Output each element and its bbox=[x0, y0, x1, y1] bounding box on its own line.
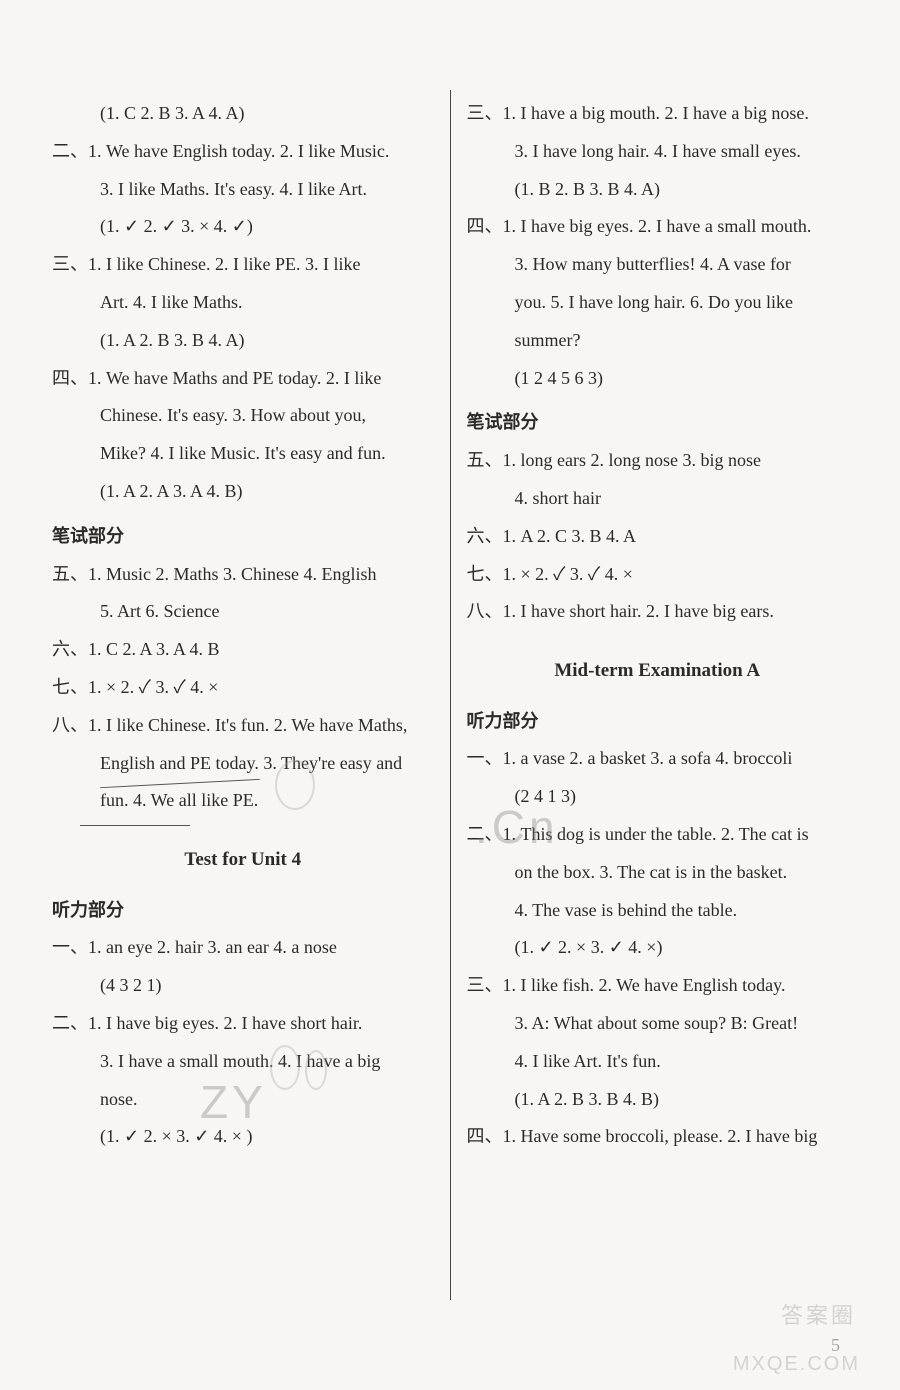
section-7-line: 七、1. × 2. ✓ 3. ✓ 4. × bbox=[52, 673, 434, 702]
section-7-line: 七、1. × 2. ✓ 3. ✓ 4. × bbox=[466, 560, 848, 589]
footer-watermark: 答案圈 bbox=[781, 1298, 856, 1330]
section-4-line: summer? bbox=[466, 326, 848, 355]
section-4-line: you. 5. I have long hair. 6. Do you like bbox=[466, 288, 848, 317]
answer-line: (1. ✓ 2. × 3. ✓ 4. ×) bbox=[466, 933, 848, 962]
section-4-line: 3. How many butterflies! 4. A vase for bbox=[466, 250, 848, 279]
section-5-line: 五、1. long ears 2. long nose 3. big nose bbox=[466, 446, 848, 475]
section-4-line: Chinese. It's easy. 3. How about you, bbox=[52, 401, 434, 430]
section-8-line: fun. 4. We all like PE. bbox=[52, 786, 434, 815]
watermark-shape bbox=[305, 1050, 327, 1090]
section-3-line: 三、1. I like fish. 2. We have English tod… bbox=[466, 971, 848, 1000]
section-6-line: 六、1. C 2. A 3. A 4. B bbox=[52, 635, 434, 664]
answer-line: (1 2 4 5 6 3) bbox=[466, 364, 848, 393]
section-2-line: 3. I like Maths. It's easy. 4. I like Ar… bbox=[52, 175, 434, 204]
section-4-line: 四、1. I have big eyes. 2. I have a small … bbox=[466, 212, 848, 241]
section-4-line: Mike? 4. I like Music. It's easy and fun… bbox=[52, 439, 434, 468]
strikethrough-mark bbox=[80, 825, 190, 826]
section-4-line: 四、1. Have some broccoli, please. 2. I ha… bbox=[466, 1122, 848, 1151]
answer-line: (1. B 2. B 3. B 4. A) bbox=[466, 175, 848, 204]
section-5-line: 五、1. Music 2. Maths 3. Chinese 4. Englis… bbox=[52, 560, 434, 589]
answer-line: (4 3 2 1) bbox=[52, 971, 434, 1000]
section-1-line: 一、1. a vase 2. a basket 3. a sofa 4. bro… bbox=[466, 744, 848, 773]
written-section-heading: 笔试部分 bbox=[466, 408, 848, 437]
answer-line: (1. ✓ 2. ✓ 3. × 4. ✓) bbox=[52, 212, 434, 241]
page: (1. C 2. B 3. A 4. A) 二、1. We have Engli… bbox=[0, 0, 900, 1390]
listening-section-heading: 听力部分 bbox=[466, 707, 848, 736]
section-3-line: 三、1. I like Chinese. 2. I like PE. 3. I … bbox=[52, 250, 434, 279]
section-3-line: 三、1. I have a big mouth. 2. I have a big… bbox=[466, 99, 848, 128]
section-3-line: Art. 4. I like Maths. bbox=[52, 288, 434, 317]
section-8-line: English and PE today. 3. They're easy an… bbox=[52, 749, 434, 778]
section-1-line: 一、1. an eye 2. hair 3. an ear 4. a nose bbox=[52, 933, 434, 962]
answer-line: (1. A 2. A 3. A 4. B) bbox=[52, 477, 434, 506]
section-5-line: 5. Art 6. Science bbox=[52, 597, 434, 626]
footer-watermark: MXQE.COM bbox=[733, 1353, 860, 1376]
section-3-line: 3. A: What about some soup? B: Great! bbox=[466, 1009, 848, 1038]
columns: (1. C 2. B 3. A 4. A) 二、1. We have Engli… bbox=[40, 90, 860, 1300]
section-2-line: 二、1. I have big eyes. 2. I have short ha… bbox=[52, 1009, 434, 1038]
unit-title: Mid-term Examination A bbox=[466, 656, 848, 686]
answer-line: (1. A 2. B 3. B 4. B) bbox=[466, 1085, 848, 1114]
watermark-text: ZY bbox=[200, 1075, 267, 1129]
watermark-text: .Cn bbox=[475, 800, 559, 854]
section-6-line: 六、1. A 2. C 3. B 4. A bbox=[466, 522, 848, 551]
section-8-line: 八、1. I have short hair. 2. I have big ea… bbox=[466, 597, 848, 626]
answer-line: (1. C 2. B 3. A 4. A) bbox=[52, 99, 434, 128]
watermark-shape bbox=[275, 760, 315, 810]
section-3-line: 3. I have long hair. 4. I have small eye… bbox=[466, 137, 848, 166]
column-divider bbox=[450, 90, 451, 1300]
section-8-line: 八、1. I like Chinese. It's fun. 2. We hav… bbox=[52, 711, 434, 740]
watermark-shape bbox=[270, 1045, 300, 1090]
right-column: 三、1. I have a big mouth. 2. I have a big… bbox=[454, 90, 860, 1300]
answer-line: (1. A 2. B 3. B 4. A) bbox=[52, 326, 434, 355]
section-2-line: 4. The vase is behind the table. bbox=[466, 896, 848, 925]
section-2-line: 3. I have a small mouth. 4. I have a big bbox=[52, 1047, 434, 1076]
section-2-line: on the box. 3. The cat is in the basket. bbox=[466, 858, 848, 887]
listening-section-heading: 听力部分 bbox=[52, 896, 434, 925]
written-section-heading: 笔试部分 bbox=[52, 522, 434, 551]
unit-title: Test for Unit 4 bbox=[52, 845, 434, 875]
section-3-line: 4. I like Art. It's fun. bbox=[466, 1047, 848, 1076]
section-4-line: 四、1. We have Maths and PE today. 2. I li… bbox=[52, 364, 434, 393]
section-2-line: 二、1. We have English today. 2. I like Mu… bbox=[52, 137, 434, 166]
section-5-line: 4. short hair bbox=[466, 484, 848, 513]
